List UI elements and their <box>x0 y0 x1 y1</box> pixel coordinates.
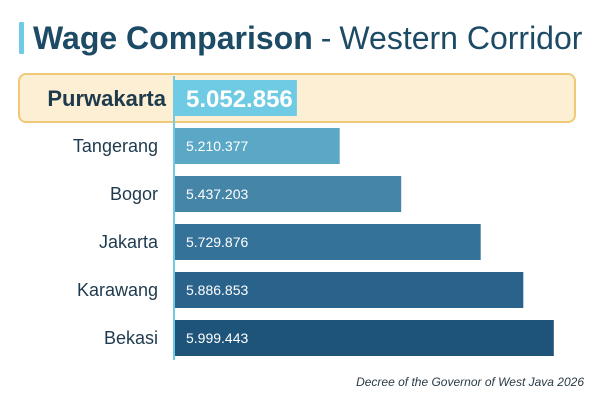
bar-bekasi <box>174 320 554 356</box>
title-separator: - <box>320 20 332 56</box>
value-label: 5.886.853 <box>186 282 248 298</box>
bar-purwakarta <box>174 80 297 116</box>
title-accent-bar <box>19 22 24 54</box>
value-label: 5.999.443 <box>186 330 248 346</box>
category-label: Bekasi <box>104 328 158 348</box>
category-label: Jakarta <box>99 232 159 252</box>
highlight-row-box <box>18 73 576 123</box>
title-subtitle: Western Corridor <box>339 20 583 56</box>
source-note: Decree of the Governor of West Java 2026 <box>356 375 584 389</box>
bar-tangerang <box>174 128 340 164</box>
value-label: 5.210.377 <box>186 138 248 154</box>
bar-karawang <box>174 272 524 308</box>
category-label: Bogor <box>110 184 158 204</box>
value-label: 5.729.876 <box>186 234 248 250</box>
value-label: 5.052.856 <box>186 86 293 113</box>
category-label: Tangerang <box>73 136 158 156</box>
bar-bogor <box>174 176 402 212</box>
bar-jakarta <box>174 224 481 260</box>
category-label: Purwakarta <box>47 86 166 111</box>
title-main: Wage Comparison <box>33 20 313 56</box>
chart-title: Wage Comparison - Western Corridor <box>33 18 582 58</box>
value-label: 5.437.203 <box>186 186 248 202</box>
category-label: Karawang <box>77 280 158 300</box>
